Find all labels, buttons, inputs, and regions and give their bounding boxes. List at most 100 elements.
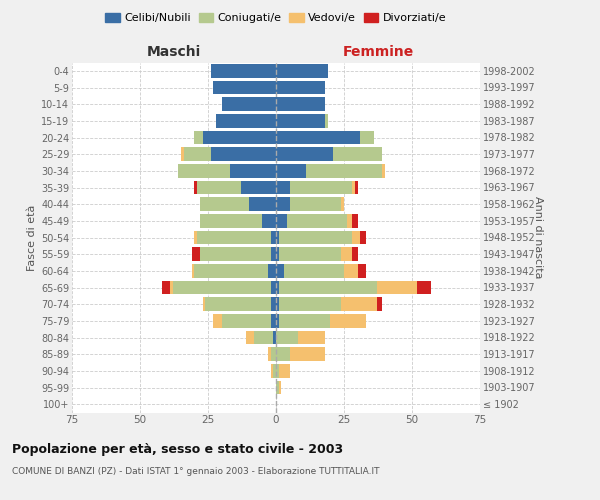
Bar [271,314,276,328]
Bar [276,364,279,378]
Y-axis label: Anni di nascita: Anni di nascita [533,196,542,278]
Bar [276,280,279,294]
Bar [418,280,431,294]
Bar [276,180,290,194]
Bar [203,130,276,144]
Legend: Celibi/Nubili, Coniugati/e, Vedovi/e, Divorziati/e: Celibi/Nubili, Coniugati/e, Vedovi/e, Di… [101,8,451,28]
Bar [276,130,361,144]
Bar [276,64,328,78]
Bar [341,198,344,211]
Bar [221,98,276,111]
Bar [276,230,279,244]
Bar [203,298,205,311]
Bar [276,330,298,344]
Bar [361,130,374,144]
Bar [197,230,271,244]
Bar [191,248,200,261]
Bar [341,248,352,261]
Bar [290,198,341,211]
Bar [205,298,271,311]
Bar [170,280,173,294]
Text: Maschi: Maschi [147,45,201,59]
Bar [214,80,276,94]
Bar [181,148,184,161]
Bar [249,198,276,211]
Bar [298,330,325,344]
Bar [276,314,279,328]
Bar [333,148,382,161]
Bar [178,164,230,177]
Bar [287,214,347,228]
Bar [271,248,276,261]
Bar [331,314,366,328]
Bar [271,280,276,294]
Bar [268,348,271,361]
Bar [306,164,382,177]
Bar [276,80,325,94]
Bar [211,148,276,161]
Bar [191,264,194,278]
Bar [276,380,279,394]
Bar [355,180,358,194]
Bar [377,298,382,311]
Bar [276,114,325,128]
Bar [271,298,276,311]
Bar [361,230,366,244]
Bar [279,230,352,244]
Text: Popolazione per età, sesso e stato civile - 2003: Popolazione per età, sesso e stato civil… [12,442,343,456]
Bar [173,280,271,294]
Bar [194,230,197,244]
Bar [290,180,352,194]
Bar [276,148,333,161]
Bar [358,264,366,278]
Bar [214,314,221,328]
Y-axis label: Fasce di età: Fasce di età [26,204,37,270]
Bar [276,298,279,311]
Bar [273,330,276,344]
Bar [352,248,358,261]
Bar [344,264,358,278]
Bar [276,264,284,278]
Bar [221,314,271,328]
Bar [276,164,306,177]
Bar [325,114,328,128]
Bar [284,264,344,278]
Bar [276,214,287,228]
Bar [200,198,249,211]
Bar [279,364,290,378]
Bar [200,248,271,261]
Bar [194,130,203,144]
Bar [216,114,276,128]
Bar [271,230,276,244]
Bar [162,280,170,294]
Bar [347,214,352,228]
Bar [279,314,331,328]
Bar [382,164,385,177]
Bar [262,214,276,228]
Bar [254,330,273,344]
Bar [200,214,262,228]
Bar [279,248,341,261]
Bar [241,180,276,194]
Bar [184,148,211,161]
Bar [352,214,358,228]
Bar [352,180,355,194]
Bar [279,380,281,394]
Bar [271,364,273,378]
Bar [194,264,268,278]
Bar [377,280,418,294]
Bar [268,264,276,278]
Bar [276,348,290,361]
Bar [230,164,276,177]
Bar [279,280,377,294]
Bar [276,198,290,211]
Bar [276,248,279,261]
Bar [211,64,276,78]
Bar [246,330,254,344]
Text: COMUNE DI BANZI (PZ) - Dati ISTAT 1° gennaio 2003 - Elaborazione TUTTITALIA.IT: COMUNE DI BANZI (PZ) - Dati ISTAT 1° gen… [12,468,380,476]
Bar [273,364,276,378]
Bar [197,180,241,194]
Bar [352,230,361,244]
Text: Femmine: Femmine [343,45,413,59]
Bar [276,98,325,111]
